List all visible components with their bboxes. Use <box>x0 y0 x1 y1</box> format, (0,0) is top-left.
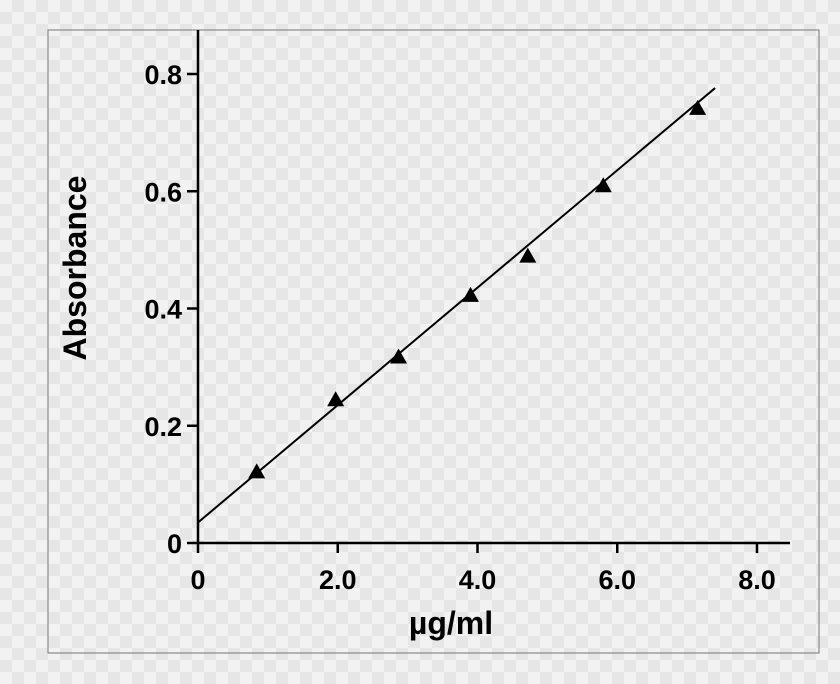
x-tick-label: 2.0 <box>319 565 357 595</box>
y-tick-label: 0.8 <box>144 60 182 90</box>
data-point <box>689 99 707 115</box>
data-point <box>594 177 612 193</box>
data-point <box>390 348 408 364</box>
y-axis-title: Absorbance <box>57 176 93 361</box>
x-axis-title: µg/ml <box>409 605 493 641</box>
y-tick-label: 0.4 <box>144 295 182 325</box>
data-points-group <box>248 99 707 479</box>
chart-frame <box>47 29 820 654</box>
y-tick-label: 0.2 <box>144 412 182 442</box>
x-tick-label: 8.0 <box>738 565 776 595</box>
data-point <box>327 391 345 407</box>
y-tick-label: 0 <box>167 529 182 559</box>
trendline-group <box>197 87 716 524</box>
y-tick-label: 0.6 <box>144 177 182 207</box>
x-tick-label: 0 <box>190 565 205 595</box>
data-point <box>248 463 266 479</box>
data-point <box>462 286 480 302</box>
data-point <box>519 247 537 263</box>
fit-line <box>197 87 716 524</box>
tick-labels-group: 0 2.0 4.0 6.0 8.0 0 0.2 0.4 0.6 0.8 <box>144 60 775 595</box>
x-tick-label: 4.0 <box>459 565 497 595</box>
x-tick-label: 6.0 <box>598 565 636 595</box>
axes-group <box>187 30 790 553</box>
